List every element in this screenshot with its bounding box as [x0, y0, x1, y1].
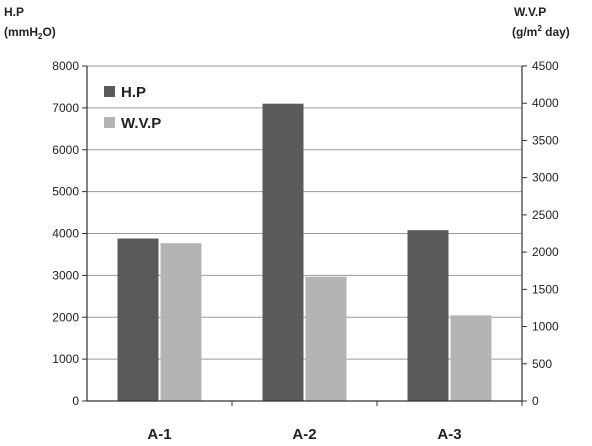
category-labels: A-1 A-2 A-3 [147, 426, 461, 443]
left-axis-title-line1: H.P [4, 5, 24, 19]
left-axis-title-line2: (mmH2O) [4, 25, 56, 41]
right-axis-title-sup: 2 [537, 24, 542, 33]
category-label: A-3 [437, 426, 461, 443]
legend-label-hp: H.P [121, 84, 146, 101]
left-axis-title-post: O) [42, 25, 55, 39]
left-tick-label: 3000 [52, 268, 79, 282]
bar-hp-a-1 [117, 238, 159, 401]
left-axis-ticks: 0 1000 2000 3000 4000 5000 6000 7000 8000 [52, 59, 87, 408]
category-label: A-1 [147, 426, 171, 443]
legend-swatch-hp [104, 86, 115, 97]
right-tick-label: 3000 [532, 171, 559, 185]
bar-hp-a-3 [407, 230, 449, 401]
legend-label-wvp: W.V.P [121, 115, 161, 132]
left-tick-label: 4000 [52, 227, 79, 241]
right-tick-label: 4500 [532, 59, 559, 73]
bars [117, 103, 492, 401]
legend-swatch-wvp [104, 117, 115, 128]
right-tick-label: 2500 [532, 208, 559, 222]
left-axis-title-pre: (mmH [4, 25, 38, 39]
right-tick-label: 3500 [532, 133, 559, 147]
left-tick-label: 5000 [52, 185, 79, 199]
left-tick-label: 0 [72, 394, 79, 408]
bar-hp-a-2 [262, 103, 304, 401]
right-axis-title-line1: W.V.P [514, 5, 546, 19]
bar-wvp-a-1 [160, 243, 202, 401]
left-tick-label: 2000 [52, 310, 79, 324]
left-tick-label: 1000 [52, 352, 79, 366]
right-tick-label: 4000 [532, 96, 559, 110]
left-axis-title-sub: 2 [38, 32, 43, 41]
left-tick-label: 8000 [52, 59, 79, 73]
left-tick-label: 7000 [52, 101, 79, 115]
right-tick-label: 0 [532, 394, 539, 408]
gridlines [87, 65, 522, 360]
right-axis-title-line2: (g/m2 day) [512, 24, 570, 39]
right-axis-title-pre: (g/m [512, 25, 537, 39]
bar-wvp-a-3 [450, 315, 492, 401]
right-tick-label: 2000 [532, 245, 559, 259]
left-tick-label: 6000 [52, 143, 79, 157]
legend: H.P W.V.P [104, 84, 161, 132]
category-label: A-2 [292, 426, 316, 443]
right-axis-title-post: day) [542, 25, 570, 39]
right-axis-ticks: 0 500 1000 1500 2000 2500 3000 3500 4000 4500 [522, 59, 559, 408]
right-tick-label: 1500 [532, 282, 559, 296]
right-tick-label: 1000 [532, 320, 559, 334]
right-tick-label: 500 [532, 357, 552, 371]
bar-wvp-a-2 [305, 276, 347, 401]
